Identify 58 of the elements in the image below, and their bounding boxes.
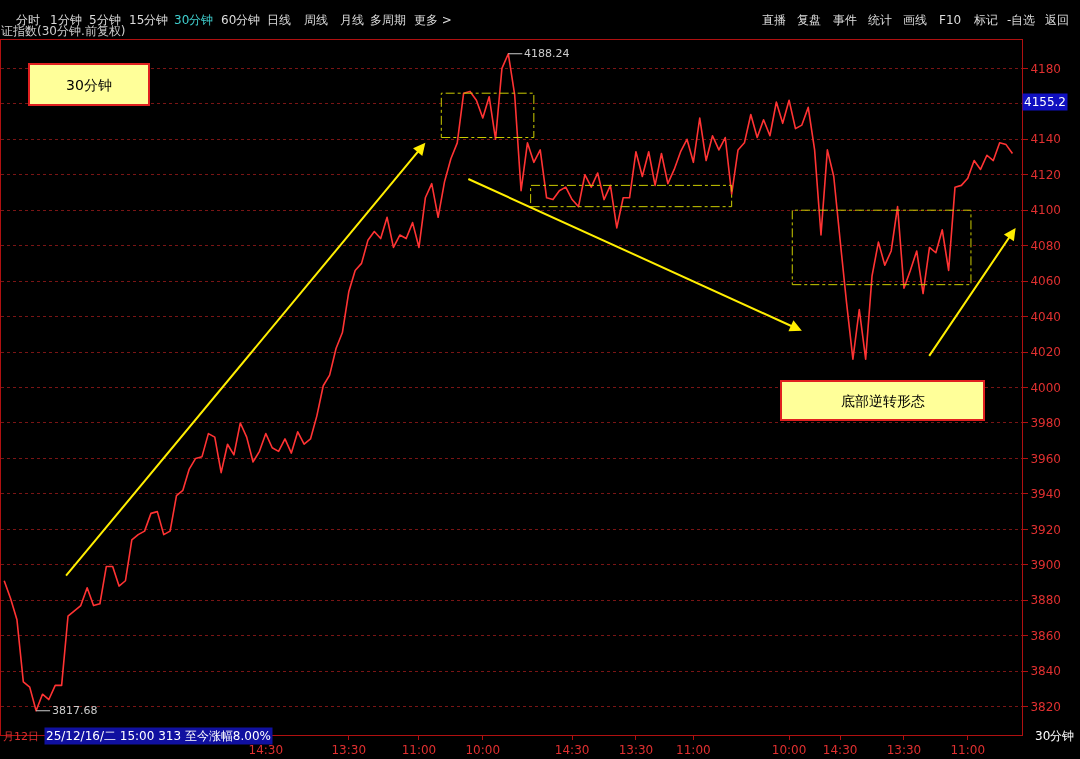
text: 日线 <box>267 13 291 27</box>
x-tick-label: 14:30 <box>248 743 284 758</box>
annotation: 25/12/16/二 15:00 313 至今涨幅8.00% <box>46 729 271 743</box>
y-tick-label: 3900 <box>1030 558 1061 572</box>
text: 多周期 <box>370 13 406 27</box>
text: 15分钟 <box>129 13 169 27</box>
y-tick-label: 3840 <box>1030 664 1061 679</box>
annotation: 底部逆转形态 <box>840 392 925 409</box>
x-tick-label: 14:30 <box>554 743 590 758</box>
y-tick-label: 3860 <box>1030 628 1061 643</box>
x-tick-label: 13:30 <box>886 743 922 758</box>
text: 1分钟 <box>50 13 82 27</box>
y-tick-label: 4020 <box>1030 345 1061 360</box>
text: 事件 <box>833 13 857 27</box>
text: 4155.2 <box>1024 95 1066 109</box>
text: 画线 <box>903 13 927 27</box>
x-tick-label: 13:30 <box>618 743 654 758</box>
y-tick-label: 4180 <box>1030 61 1061 76</box>
text: 统计 <box>868 13 892 27</box>
y-tick-label: 3960 <box>1030 451 1061 466</box>
x-tick-label: 11:00 <box>676 743 711 758</box>
text: 直播 <box>762 13 786 27</box>
y-tick-label: 3880 <box>1030 593 1061 608</box>
y-tick-label: 4080 <box>1030 238 1061 253</box>
y-tick-label: 4120 <box>1030 167 1061 182</box>
annotation: 4188.24 <box>524 47 570 60</box>
y-tick-label: 3980 <box>1030 416 1061 431</box>
y-tick-label: 4040 <box>1030 309 1061 324</box>
x-tick-label: 13:30 <box>331 743 367 758</box>
text: 60分钟 <box>221 13 261 27</box>
text: 返回 <box>1045 13 1069 27</box>
text: 30分钟 <box>174 13 214 27</box>
x-tick-label: 14:30 <box>822 743 858 758</box>
y-tick-label: 3820 <box>1030 699 1061 714</box>
text: 分时 <box>16 13 40 27</box>
x-tick-label: 10:00 <box>465 743 501 758</box>
x-tick-label: 10:00 <box>771 743 807 758</box>
text: F10 <box>939 13 962 27</box>
y-tick-label: 4060 <box>1030 274 1061 289</box>
text: 标记 <box>973 13 998 27</box>
chart-title: 证指数(30分钟.前复权) <box>1 24 126 39</box>
y-tick-label: 3940 <box>1030 487 1061 502</box>
picture-label-box: 底部逆转形态 <box>780 380 985 421</box>
y-tick-label: 4100 <box>1030 203 1061 218</box>
text: 复盘 <box>797 13 821 27</box>
y-tick-label: 4000 <box>1030 380 1061 395</box>
x-tick-label: 11:00 <box>950 743 986 758</box>
y-tick-label: 4140 <box>1030 132 1061 147</box>
text: 30分钟 <box>1035 729 1075 743</box>
annotation: 3817.68 <box>52 704 98 717</box>
y-tick-label: 3920 <box>1030 522 1061 537</box>
annotation: 30分钟 <box>66 76 112 93</box>
picture-label-box: 30分钟 <box>28 63 150 106</box>
text: -自选 <box>1007 13 1036 27</box>
x-tick-label: 11:00 <box>401 743 437 758</box>
text: 周线 <box>304 13 328 27</box>
text: 更多 > <box>414 13 452 27</box>
text: 月线 <box>340 13 364 27</box>
